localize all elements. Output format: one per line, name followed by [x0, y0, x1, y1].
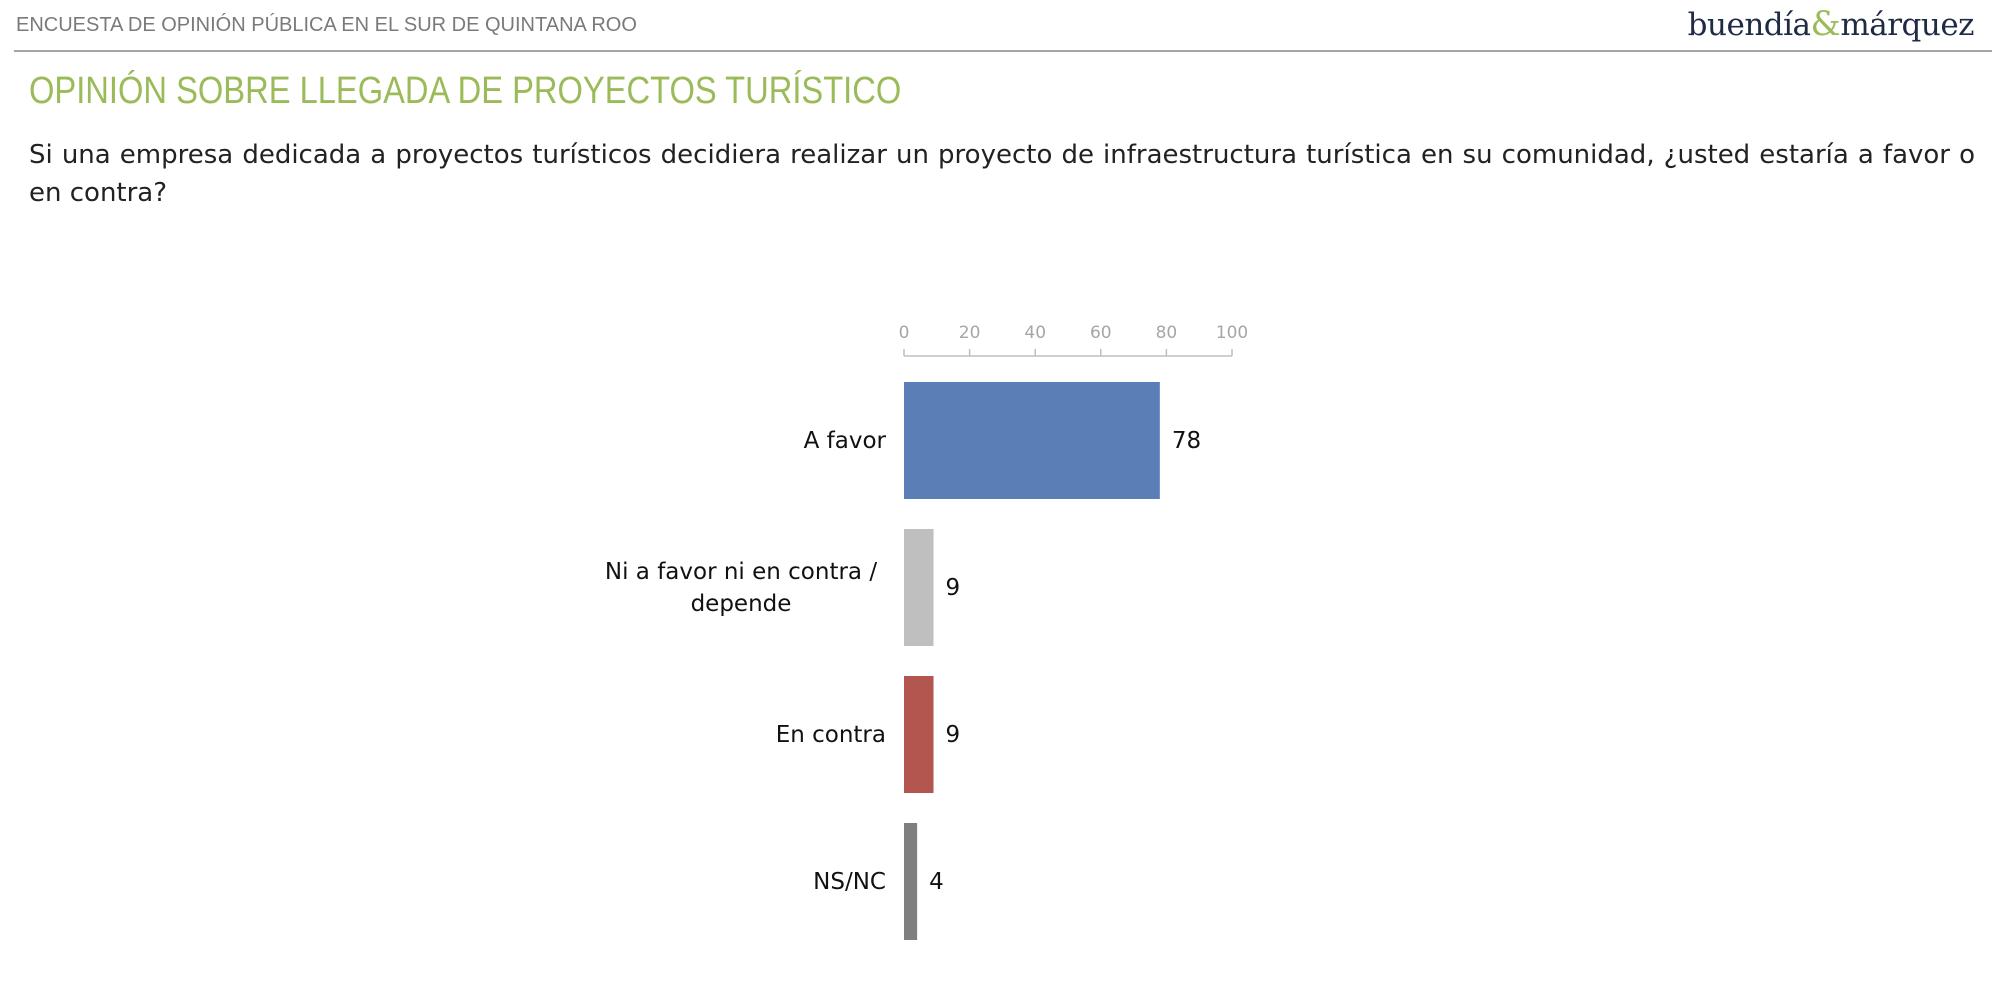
survey-header: ENCUESTA DE OPINIÓN PÚBLICA EN EL SUR DE… [16, 14, 637, 36]
header-rule [14, 50, 1992, 52]
value-label: 4 [929, 869, 944, 895]
x-tick-label: 100 [1216, 323, 1248, 343]
chart-title: OPINIÓN SOBRE LLEGADA DE PROYECTOS TURÍS… [29, 70, 902, 112]
bar [904, 529, 934, 646]
logo: buendía&márquez [1687, 4, 1975, 44]
value-label: 9 [946, 722, 961, 748]
category-label: NS/NC [500, 842, 886, 922]
logo-part: márquez [1840, 7, 1974, 43]
x-tick-label: 60 [1090, 323, 1112, 343]
category-label: A favor [500, 401, 886, 481]
bar [904, 676, 934, 793]
x-tick-label: 0 [899, 323, 910, 343]
category-label: En contra [500, 695, 886, 775]
x-tick-label: 20 [959, 323, 981, 343]
value-label: 78 [1172, 428, 1201, 454]
category-label: Ni a favor ni en contra / depende [500, 548, 886, 628]
bar [904, 382, 1160, 499]
category-text: A favor [803, 427, 886, 454]
value-label: 9 [946, 575, 961, 601]
x-tick-label: 40 [1024, 323, 1046, 343]
logo-part: buendía [1687, 7, 1811, 43]
logo-part: & [1810, 4, 1841, 44]
bar [904, 823, 918, 940]
category-text: NS/NC [813, 868, 886, 895]
category-text: En contra [775, 721, 886, 748]
chart-subtitle: Si una empresa dedicada a proyectos turí… [29, 140, 1975, 208]
category-text: Ni a favor ni en contra / depende [604, 558, 878, 617]
x-tick-label: 80 [1156, 323, 1178, 343]
